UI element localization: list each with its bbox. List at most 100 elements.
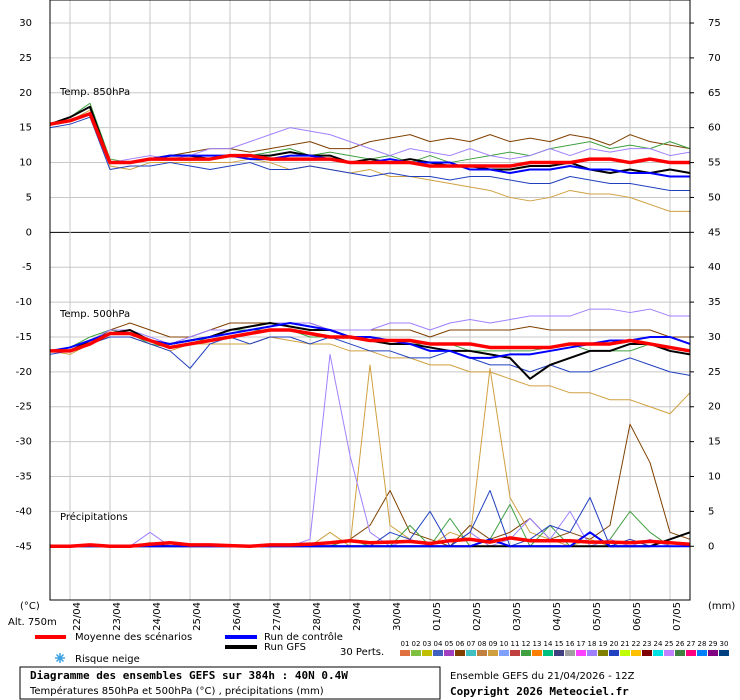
series-line <box>50 353 690 547</box>
perturbation-label: 29 <box>709 640 718 648</box>
perturbation-swatch <box>719 650 729 656</box>
panel-label: Temp. 500hPa <box>59 309 130 320</box>
perturbation-swatch <box>510 650 520 656</box>
y2-tick-label: 30 <box>708 332 721 343</box>
series-line <box>50 308 690 352</box>
series-line <box>49 336 691 376</box>
perturbation-label: 27 <box>687 640 696 648</box>
series-line <box>50 536 691 549</box>
x-tick-label: 04/05 <box>552 602 563 631</box>
series-line <box>50 328 691 353</box>
perturbation-swatch <box>565 650 575 656</box>
series-line <box>50 531 690 548</box>
perturbation-swatch <box>587 650 597 656</box>
series-line <box>49 113 691 164</box>
plot-frame <box>49 0 691 601</box>
perturbation-swatch <box>466 650 476 656</box>
perturbation-swatch <box>675 650 685 656</box>
perturbation-label: 14 <box>544 640 553 648</box>
x-tick-label: 07/05 <box>672 602 683 631</box>
x-tick-label: 27/04 <box>272 602 283 631</box>
perturbation-label: 01 <box>401 640 410 648</box>
y2-tick-label: 45 <box>708 227 721 238</box>
perturbation-swatch <box>576 650 586 656</box>
perturbation-label: 15 <box>555 640 564 648</box>
perturbation-label: 23 <box>643 640 652 648</box>
perturbation-label: 30 <box>720 640 729 648</box>
y2-tick-label: 50 <box>708 192 721 203</box>
perturbation-swatch <box>400 650 410 656</box>
perturbation-swatch <box>444 650 454 656</box>
y2-tick-label: 75 <box>708 18 721 29</box>
perturbation-label: 24 <box>654 640 663 648</box>
perturbation-swatch <box>554 650 564 656</box>
perturbation-label: 09 <box>489 640 498 648</box>
perturbation-label: 05 <box>445 640 454 648</box>
x-tick-label: 23/04 <box>112 602 123 631</box>
y2-tick-label: 65 <box>708 88 721 99</box>
perturbation-swatch <box>631 650 641 656</box>
y-tick-label: -35 <box>16 472 32 483</box>
y2-tick-label: 55 <box>708 158 721 169</box>
perturbation-swatch <box>499 650 509 656</box>
x-tick-label: 01/05 <box>432 602 443 631</box>
perturbation-swatch <box>532 650 542 656</box>
perturbation-swatch <box>455 650 465 656</box>
y-tick-label: -5 <box>22 262 32 273</box>
perturbation-label: 20 <box>610 640 619 648</box>
perturbation-label: 17 <box>577 640 586 648</box>
perturbation-label: 16 <box>566 640 575 648</box>
grid <box>50 0 694 600</box>
perturbation-label: 28 <box>698 640 707 648</box>
y-tick-label: 25 <box>19 53 32 64</box>
y-tick-label: -30 <box>16 437 32 448</box>
perturbation-label: 26 <box>676 640 685 648</box>
y-tick-label: -20 <box>16 367 32 378</box>
lines <box>49 102 691 549</box>
perturbation-label: 06 <box>456 640 465 648</box>
series-line <box>49 111 690 168</box>
y2-axis-label: (mm) <box>708 601 735 612</box>
footer-box <box>19 666 441 700</box>
y-tick-label: -25 <box>16 402 32 413</box>
run-label: Ensemble GEFS du 21/04/2026 - 12Z <box>450 671 635 682</box>
y-tick-label: -40 <box>16 506 32 517</box>
perturbation-swatch <box>422 650 432 656</box>
y2-tick-label: 0 <box>708 541 714 552</box>
x-tick-label: 25/04 <box>192 602 203 631</box>
perturbation-label: 19 <box>599 640 608 648</box>
chart-title: Diagramme des ensembles GEFS sur 384h : … <box>30 669 348 682</box>
copyright: Copyright 2026 Meteociel.fr <box>450 685 629 698</box>
legend-label: Moyenne des scénarios <box>75 631 192 643</box>
y-tick-label: 20 <box>19 88 32 99</box>
y-tick-label: 10 <box>19 158 32 169</box>
perturbation-label: 25 <box>665 640 674 648</box>
perturbation-label: 03 <box>423 640 432 648</box>
y-tick-label: 5 <box>26 192 32 203</box>
perturbation-label: 11 <box>511 640 520 648</box>
perturbations-label: 30 Perts. <box>340 647 384 658</box>
perturbation-swatch <box>708 650 718 656</box>
perturbation-swatch <box>411 650 421 656</box>
legend-label: Run de contrôle <box>264 631 343 643</box>
legend-label: Risque neige <box>75 654 140 665</box>
legend: Moyenne des scénarios Run de contrôle Ru… <box>35 631 729 665</box>
x-tick-label: 26/04 <box>232 602 243 631</box>
perturbation-swatch <box>488 650 498 656</box>
y-tick-label: 15 <box>19 123 32 134</box>
perturbation-swatch <box>433 650 443 656</box>
x-tick-label: 06/05 <box>632 602 643 631</box>
y-tick-label: -15 <box>16 332 32 343</box>
perturbation-label: 07 <box>467 640 476 648</box>
perturbation-label: 02 <box>412 640 421 648</box>
y2-tick-label: 35 <box>708 297 721 308</box>
y2-tick-label: 25 <box>708 367 721 378</box>
x-tick-label: 29/04 <box>352 602 363 631</box>
perturbation-swatch <box>521 650 531 656</box>
y-tick-label: 0 <box>26 227 32 238</box>
y-tick-label: -10 <box>16 297 32 308</box>
perturbation-label: 12 <box>522 640 531 648</box>
y2-tick-label: 5 <box>708 506 714 517</box>
y2-tick-label: 40 <box>708 262 721 273</box>
